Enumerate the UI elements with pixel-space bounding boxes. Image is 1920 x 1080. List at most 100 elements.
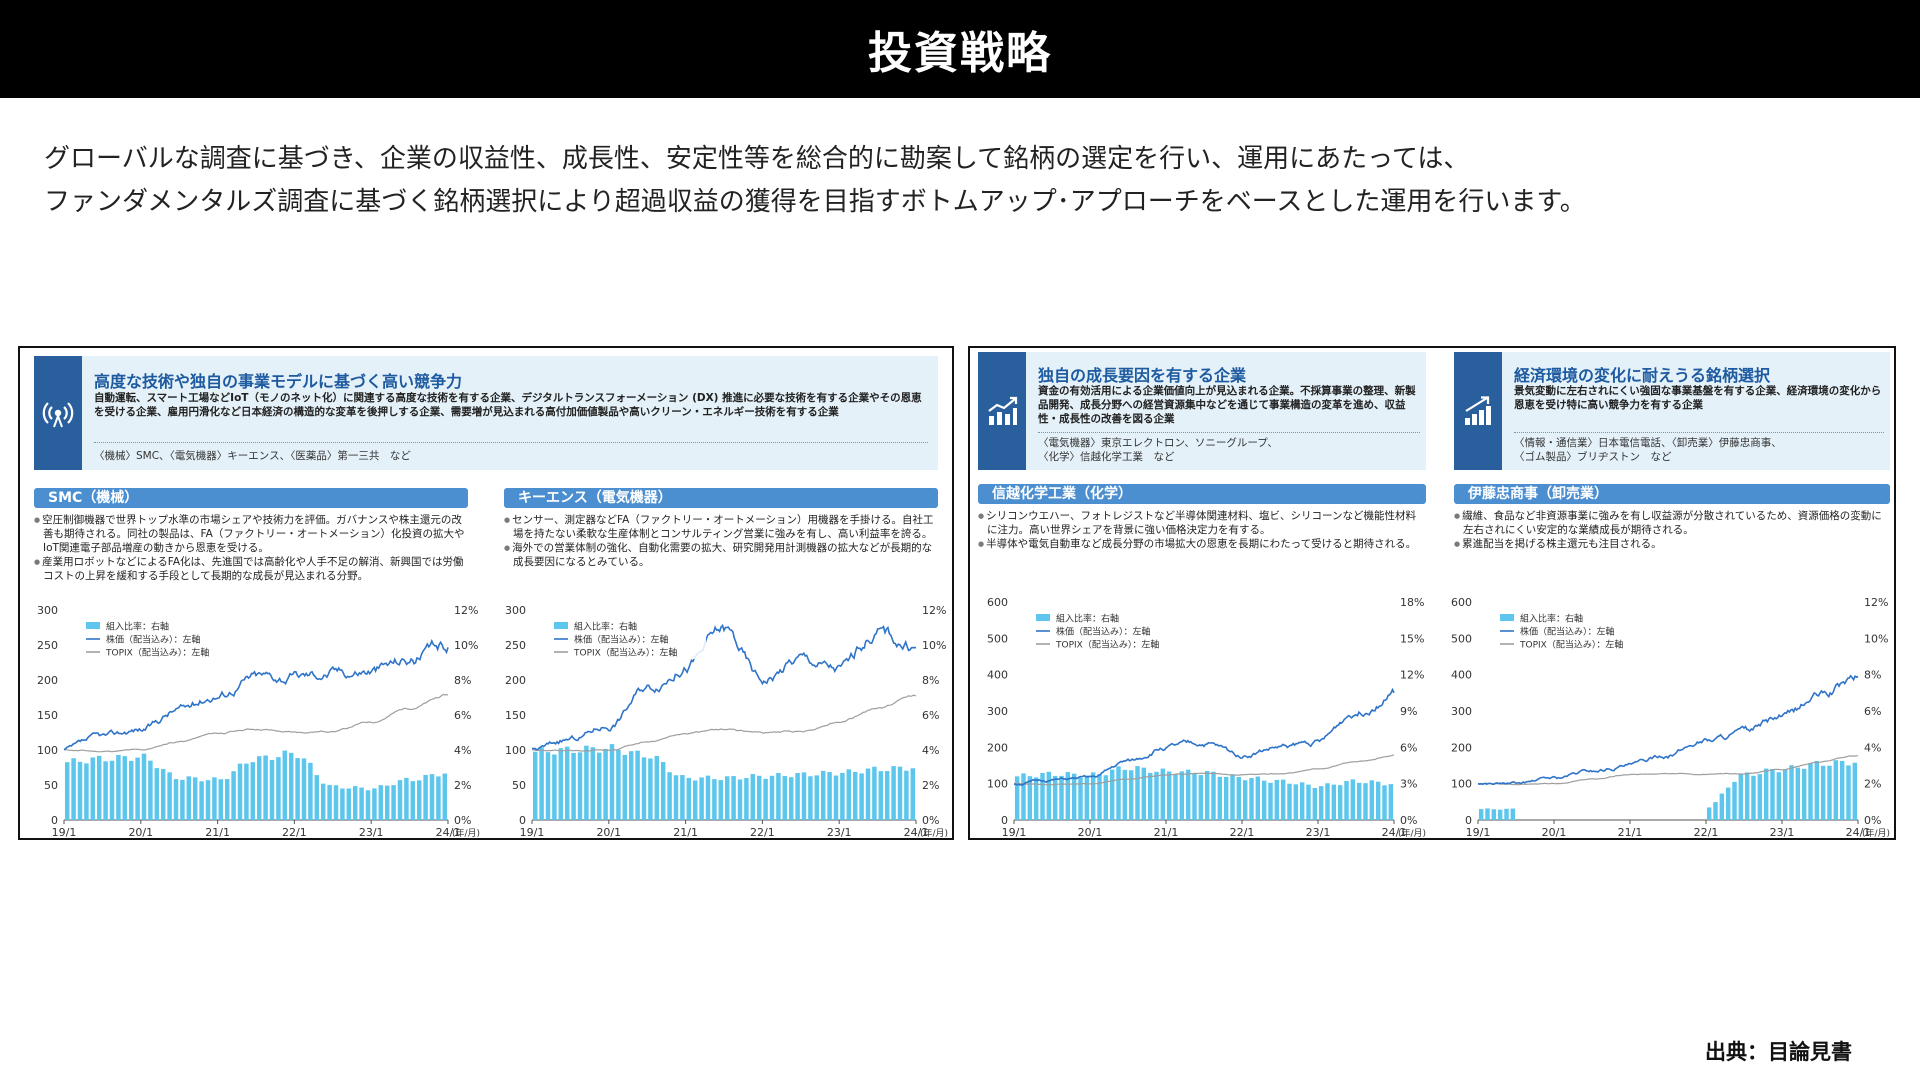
weight-bar [641,757,647,820]
y-left-tick-label: 50 [44,779,58,792]
weight-bar [852,771,858,820]
legend-entry-weight: 組入比率：右軸 [574,621,637,633]
weight-bar [1299,782,1305,820]
weight-bar [1128,770,1134,820]
y-right-tick-label: 6% [1864,705,1881,718]
y-left-tick-label: 200 [987,741,1008,754]
legend-background [550,619,706,659]
weight-bar [1185,769,1191,820]
weight-bar [218,779,224,820]
x-tick-label: 19/1 [52,826,77,839]
y-right-tick-label: 12% [1864,596,1888,609]
weight-bar [314,775,320,820]
legend-background [1496,611,1652,651]
weight-bar [904,770,909,820]
feature-divider [1038,432,1420,433]
y-left-tick-label: 300 [505,604,526,617]
intro-line-2: ファンダメンタルズ調査に基づく銘柄選択により超過収益の獲得を目指すボトムアップ･… [44,187,1586,217]
weight-bar [160,769,166,820]
weight-bar [295,758,300,820]
weight-bar [884,771,890,820]
y-left-tick-label: 300 [37,604,58,617]
weight-bar [1814,760,1820,820]
panel-heading-shinetsu: 信越化学工業（化学） [978,484,1426,504]
weight-bar [1109,769,1115,820]
weight-bar [910,768,916,820]
weight-bar [1090,772,1096,820]
y-right-tick-label: 12% [454,604,478,617]
weight-bar [231,771,236,820]
weight-bar [718,780,724,820]
weight-bar [1478,809,1484,820]
stock-price-line [63,638,449,751]
weight-bar [90,757,96,820]
weight-bar [116,754,121,820]
weight-bar [96,755,102,820]
weight-bar [384,785,390,820]
strategy-frame-left: 高度な技術や独自の事業モデルに基づく高い競争力 自動運転、スマート工場などIoT… [18,346,954,840]
weight-bar [532,751,538,820]
bullet-item: 半導体や電気自動車など成長分野の市場拡大の恩恵を長期にわたって受けると期待される… [978,537,1426,551]
stock-price-line [531,623,917,751]
weight-bar [1369,780,1375,820]
weight-bar [820,770,826,820]
panel-bullets-shinetsu: シリコンウエハー、フォトレジストなど半導体関連材料、塩ビ、シリコーンなど機能性材… [978,509,1426,551]
weight-bar [1491,809,1497,820]
strategy-frame-right: 独自の成長要因を有する企業 資金の有効活用による企業価値向上が見込まれる企業。不… [968,346,1896,840]
weight-bar [603,748,608,820]
weight-bar [429,774,435,820]
weight-bar [103,761,108,820]
y-right-tick-label: 6% [1400,741,1417,754]
y-left-tick-label: 200 [37,674,58,687]
legend-entry-weight: 組入比率：右軸 [106,621,169,633]
weight-bar [1833,760,1839,820]
weight-bar [442,773,448,820]
weight-bar [616,749,621,820]
y-left-tick-label: 300 [987,705,1008,718]
weight-bar [327,784,332,820]
weight-bar [686,777,692,820]
weight-bar [724,776,730,820]
weight-bar [1287,783,1292,820]
weight-bar [282,750,288,820]
weight-bar [1204,770,1210,820]
weight-bar [731,776,736,820]
legend-entry-stock: 株価（配当込み）：左軸 [106,634,201,646]
weight-bar [1223,776,1229,820]
weight-bar [205,780,211,820]
bullet-item: 累進配当を掲げる株主還元も注目される。 [1454,537,1890,551]
legend-background [1032,611,1188,651]
weight-bar [1249,778,1254,820]
weight-bar [1192,773,1197,820]
weight-bar [558,748,564,820]
weight-bar [1154,771,1159,820]
weight-bar [577,752,583,820]
x-tick-label: 22/1 [1230,826,1255,839]
weight-bar [590,747,596,820]
weight-bar [571,752,576,820]
weight-bar [250,762,256,820]
y-right-tick-label: 2% [1864,778,1881,791]
y-right-tick-label: 15% [1400,632,1424,645]
weight-bar [1820,765,1826,820]
legend-swatch [86,622,100,629]
weight-bar [1116,766,1121,820]
weight-bar [1160,768,1166,820]
legend-entry-stock: 株価（配当込み）：左軸 [574,634,669,646]
weight-bar [872,766,877,820]
weight-bar [628,751,634,820]
y-left-tick-label: 600 [987,596,1008,609]
weight-bar [167,772,172,820]
intro-line-1: グローバルな調査に基づき、企業の収益性、成長性、安定性等を総合的に勘案して銘柄の… [44,144,1470,174]
legend-entry-weight: 組入比率：右軸 [1056,613,1119,625]
bullet-item: 産業用ロボットなどによるFA化は、先進国では高齢化や人手不足の解消、新興国では労… [34,555,468,583]
stock-chart-shinetsu: 0 100 200 300 400 500 600 0% 3% 6% 9% 12% 15% 18% 19/1… [987,596,1426,839]
weight-bar [416,780,422,820]
y-left-tick-label: 250 [37,639,58,652]
feature-examples-line: 〈電気機器〉東京エレクトロン、ソニーグループ、 [1038,437,1278,449]
y-right-tick-label: 8% [454,674,471,687]
y-right-tick-label: 4% [922,744,939,757]
x-unit-label: (年/月) [920,827,948,839]
bullet-item: センサー、測定器などFA（ファクトリー・オートメーション）用機器を手掛ける。自社… [504,513,938,541]
y-right-tick-label: 0% [1864,814,1881,827]
